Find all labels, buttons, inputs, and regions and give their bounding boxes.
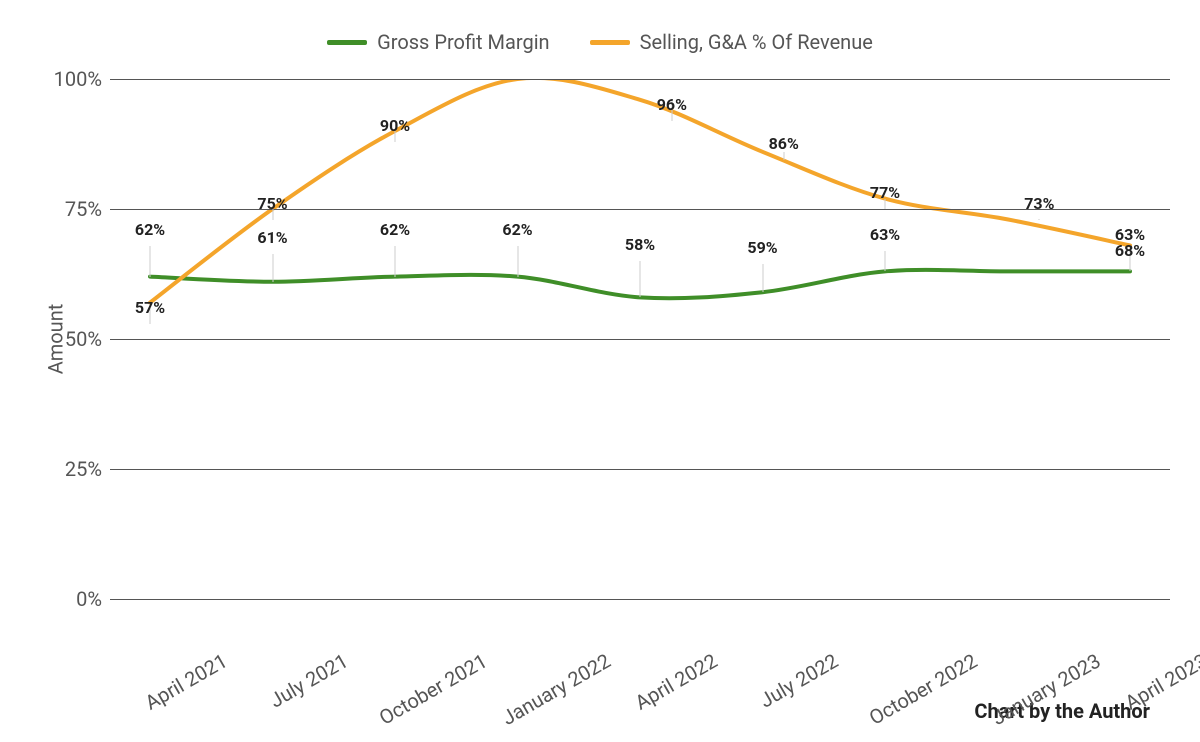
data-label: 62% bbox=[380, 220, 410, 239]
legend-label: Selling, G&A % Of Revenue bbox=[640, 30, 873, 54]
data-label: 58% bbox=[625, 235, 655, 254]
y-tick-label: 0% bbox=[76, 587, 102, 611]
data-label: 90% bbox=[380, 116, 410, 135]
chart-legend: Gross Profit Margin Selling, G&A % Of Rev… bbox=[30, 30, 1170, 54]
label-connector bbox=[885, 251, 886, 271]
x-tick-label: April 2023 bbox=[1121, 649, 1200, 715]
legend-item: Selling, G&A % Of Revenue bbox=[590, 30, 873, 54]
data-label: 75% bbox=[257, 194, 287, 213]
data-label: 62% bbox=[502, 220, 532, 239]
data-label: 73% bbox=[1024, 194, 1054, 213]
y-axis: 0%25%50%75%100% bbox=[30, 79, 110, 599]
data-label: 96% bbox=[657, 95, 687, 114]
chart-credit: Chart by the Author bbox=[30, 699, 1150, 723]
plot: 62%61%62%62%58%59%63%63%57%75%90%96%86%7… bbox=[110, 79, 1170, 599]
data-label: 68% bbox=[1115, 241, 1145, 260]
data-label: 57% bbox=[135, 298, 165, 317]
plot-area: Amount 0%25%50%75%100% 62%61%62%62%58%59… bbox=[30, 79, 1170, 599]
data-label: 63% bbox=[870, 225, 900, 244]
data-label: 59% bbox=[747, 238, 777, 257]
gridline bbox=[110, 339, 1170, 340]
label-connector bbox=[395, 246, 396, 277]
y-tick-label: 100% bbox=[54, 67, 102, 91]
label-connector bbox=[517, 246, 518, 277]
chart-container: Gross Profit Margin Selling, G&A % Of Rev… bbox=[0, 0, 1200, 742]
legend-swatch bbox=[590, 40, 630, 45]
y-tick-label: 25% bbox=[65, 457, 102, 481]
y-tick-label: 50% bbox=[65, 327, 102, 351]
label-connector bbox=[272, 254, 273, 282]
label-connector bbox=[640, 261, 641, 297]
gridline bbox=[110, 469, 1170, 470]
data-label: 62% bbox=[135, 220, 165, 239]
x-axis: April 2021July 2021October 2021January 2… bbox=[110, 599, 1170, 699]
label-connector bbox=[783, 152, 784, 160]
y-tick-label: 75% bbox=[65, 197, 102, 221]
gridline bbox=[110, 79, 1170, 80]
legend-swatch bbox=[327, 40, 367, 45]
legend-label: Gross Profit Margin bbox=[377, 30, 549, 54]
legend-item: Gross Profit Margin bbox=[327, 30, 549, 54]
data-label: 61% bbox=[257, 228, 287, 247]
data-label: 77% bbox=[870, 183, 900, 202]
label-connector bbox=[762, 264, 763, 292]
label-connector bbox=[150, 246, 151, 277]
data-label: 86% bbox=[769, 134, 799, 153]
